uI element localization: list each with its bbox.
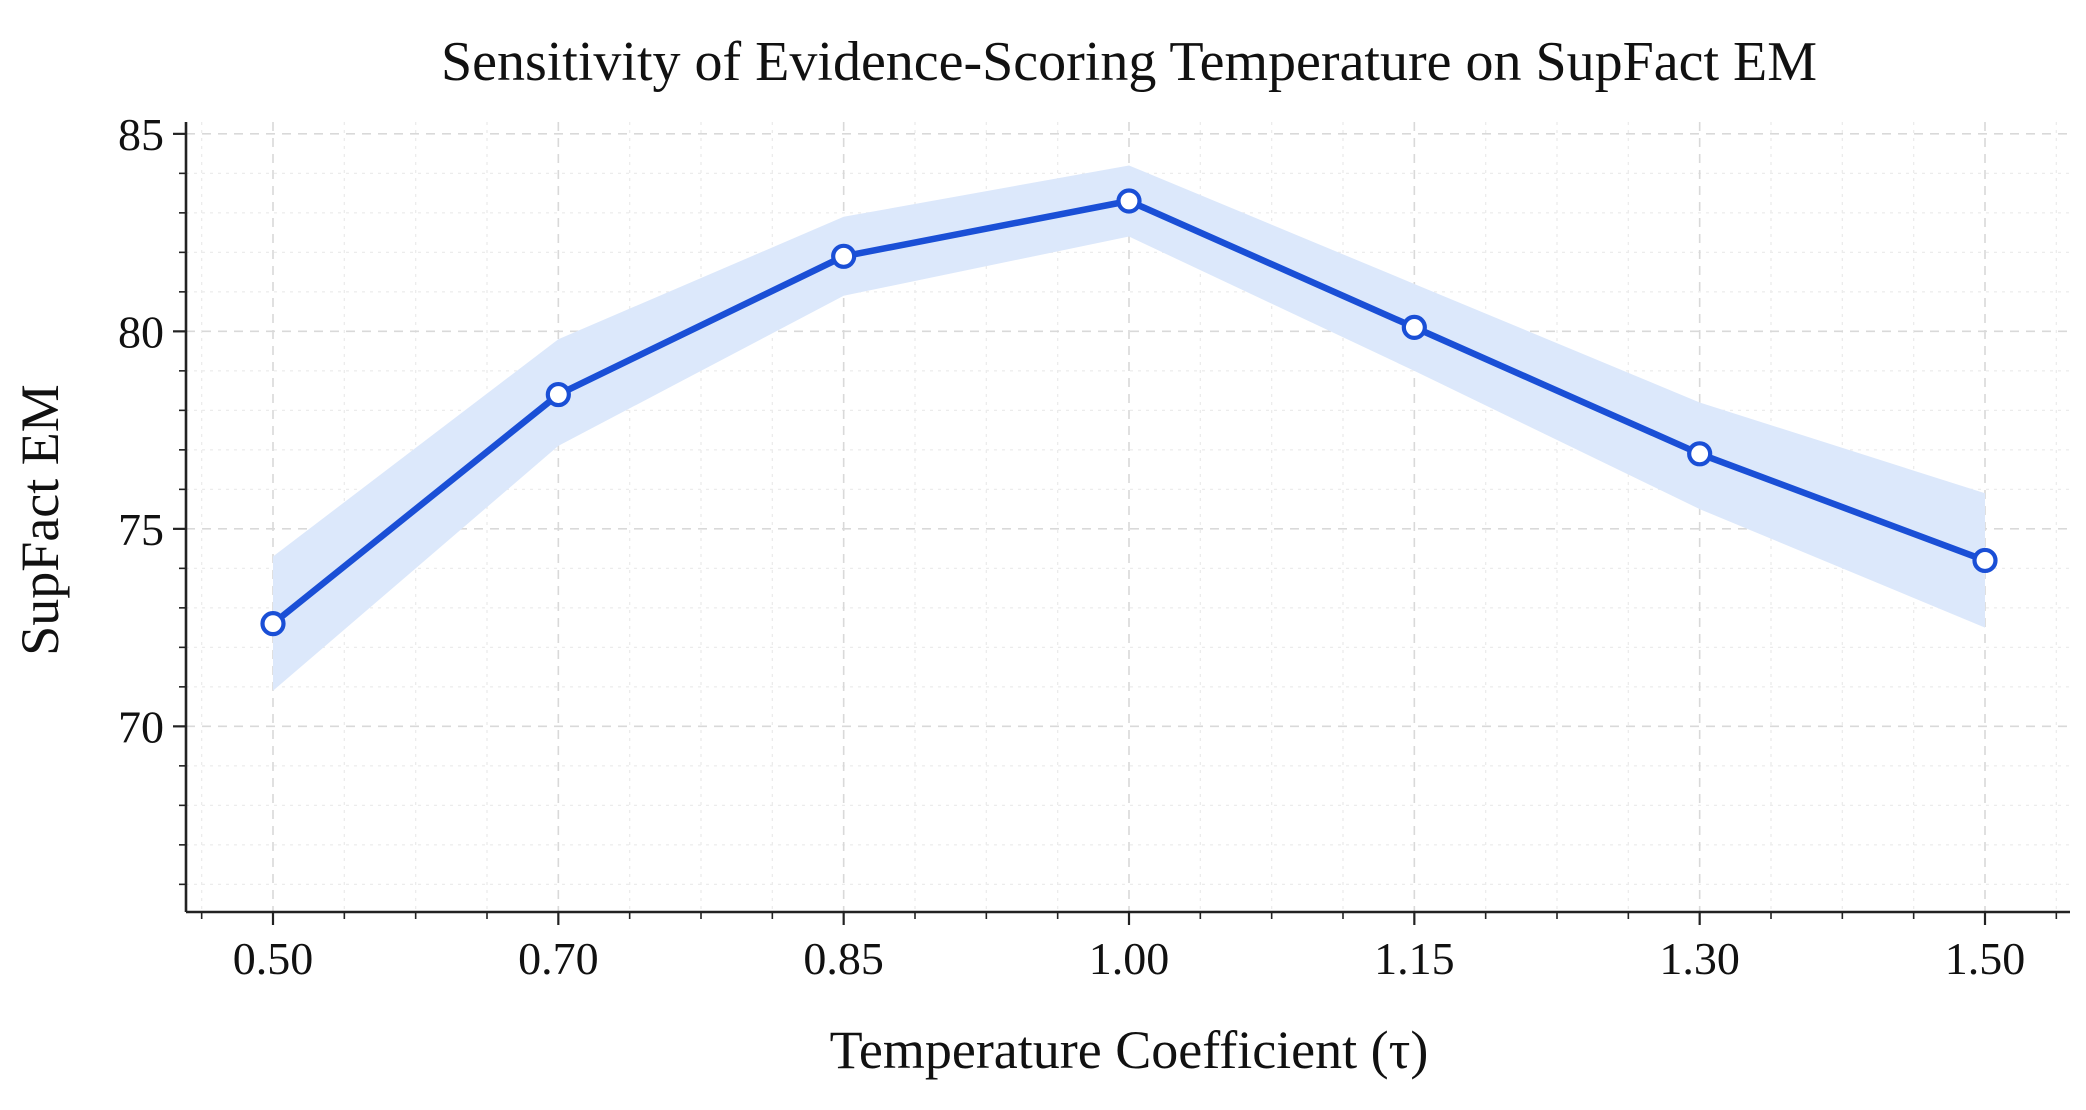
x-tick-label: 0.50: [233, 933, 314, 984]
x-tick-label: 1.30: [1659, 933, 1740, 984]
x-tick-labels: 0.50 0.70 0.85 1.00 1.15 1.30 1.50: [233, 933, 2026, 984]
x-tick-label: 0.70: [518, 933, 599, 984]
data-point: [1972, 547, 1998, 574]
data-point: [1116, 188, 1142, 214]
x-tick-label: 1.00: [1089, 933, 1170, 984]
y-axis-title: SupFact EM: [10, 384, 70, 656]
grid: [186, 122, 2070, 912]
y-tick-labels: 70 75 80 85: [118, 109, 164, 752]
data-point: [545, 381, 571, 408]
y-tick-label: 70: [118, 701, 164, 752]
data-point: [260, 611, 286, 637]
data-point-layer: [260, 188, 1998, 637]
data-point: [831, 243, 857, 269]
y-tick-label: 75: [118, 504, 164, 555]
x-tick-label: 1.15: [1374, 933, 1455, 984]
tick-marks: [173, 132, 2058, 925]
y-tick-label: 85: [118, 109, 164, 160]
data-point: [1687, 441, 1713, 467]
x-axis-title: Temperature Coefficient (τ): [830, 1020, 1429, 1080]
data-point: [1401, 314, 1427, 340]
confidence-band: [273, 165, 1985, 691]
confidence-band-layer: [273, 165, 1985, 691]
x-tick-label: 0.85: [803, 933, 884, 984]
y-tick-label: 80: [118, 306, 164, 357]
chart-title: Sensitivity of Evidence-Scoring Temperat…: [441, 31, 1817, 93]
x-tick-label: 1.50: [1945, 933, 2026, 984]
